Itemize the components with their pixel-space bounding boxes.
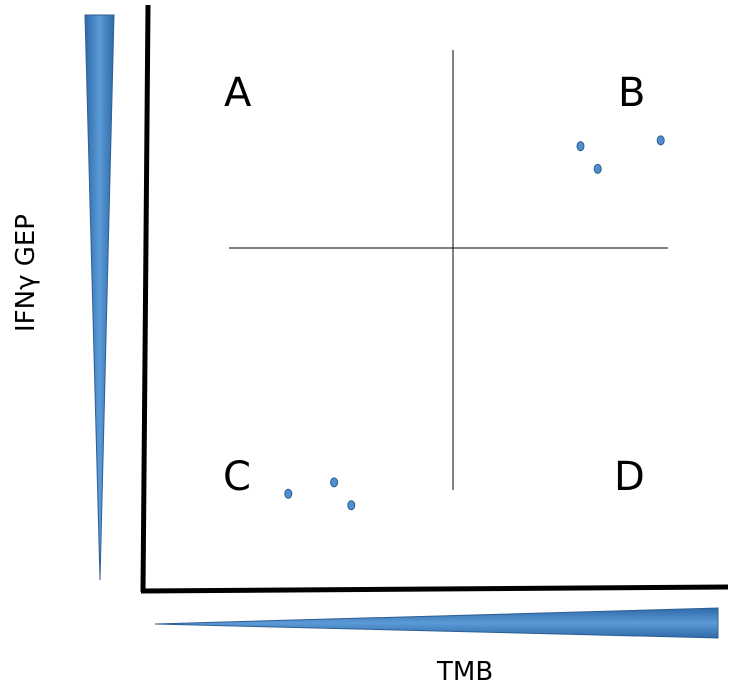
y-scale-wedge bbox=[84, 14, 115, 581]
x-axis-title: TMB bbox=[436, 657, 493, 687]
y-axis-line bbox=[140, 4, 151, 593]
data-point-b-2 bbox=[593, 163, 602, 174]
quadrant-label-c: C bbox=[223, 454, 251, 500]
x-axis-line bbox=[140, 584, 729, 594]
data-point-c-1 bbox=[284, 488, 293, 499]
y-axis-title: IFNγ GEP bbox=[11, 214, 41, 332]
quadrant-label-a: A bbox=[224, 70, 252, 116]
quadrant-label-b: B bbox=[618, 70, 645, 116]
data-point-b-1 bbox=[576, 141, 585, 152]
data-point-c-2 bbox=[330, 477, 339, 488]
scatter-points bbox=[284, 135, 665, 511]
data-point-c-3 bbox=[347, 500, 356, 511]
quadrant-label-d: D bbox=[614, 454, 645, 500]
data-point-b-3 bbox=[656, 135, 665, 146]
x-scale-wedge bbox=[154, 607, 719, 639]
